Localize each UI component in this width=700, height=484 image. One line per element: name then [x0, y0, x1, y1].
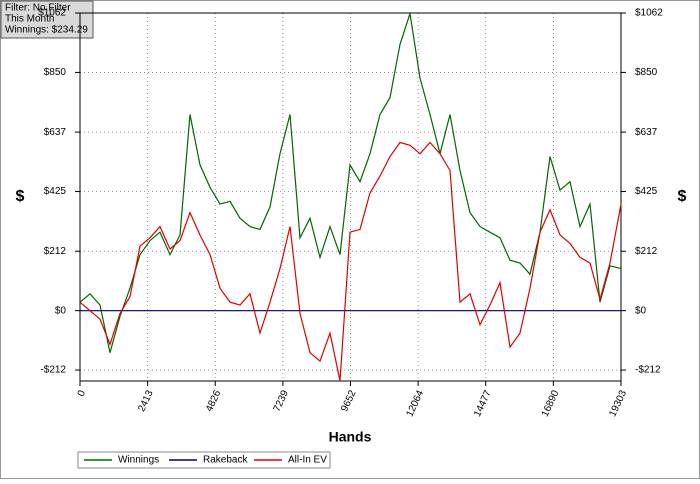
info-line: This Month	[5, 14, 54, 25]
x-axis-label: Hands	[329, 429, 372, 445]
x-tick-label: 0	[76, 388, 89, 398]
legend-label: Rakeback	[203, 455, 248, 466]
y-tick-label: $1062	[38, 8, 66, 19]
info-line: Filter: No Filter	[5, 3, 71, 14]
y2-tick-label: $425	[635, 186, 658, 197]
y2-tick-label: $212	[635, 246, 658, 257]
legend-label: Winnings	[118, 455, 159, 466]
series-line	[79, 13, 622, 353]
y-tick-label: $425	[44, 186, 67, 197]
y-tick-label: $0	[55, 305, 67, 316]
info-box	[0, 0, 94, 39]
y-tick-label: $637	[44, 127, 67, 138]
y2-tick-label: $637	[635, 127, 658, 138]
y-tick-label: $212	[44, 246, 67, 257]
y2-tick-label: -$212	[635, 365, 661, 376]
legend	[77, 451, 331, 469]
series-line	[79, 141, 622, 381]
y2-tick-label: $0	[635, 305, 647, 316]
info-line: Winnings: $234.29	[5, 25, 88, 36]
y2-axis-label: $	[678, 188, 687, 205]
legend-label: All-In EV	[288, 455, 327, 466]
y2-tick-label: $850	[635, 67, 658, 78]
y-tick-label: $850	[44, 67, 67, 78]
plot-border	[79, 12, 622, 382]
y-axis-label: $	[16, 188, 25, 205]
y-tick-label: -$212	[40, 365, 66, 376]
y2-tick-label: $1062	[635, 8, 663, 19]
